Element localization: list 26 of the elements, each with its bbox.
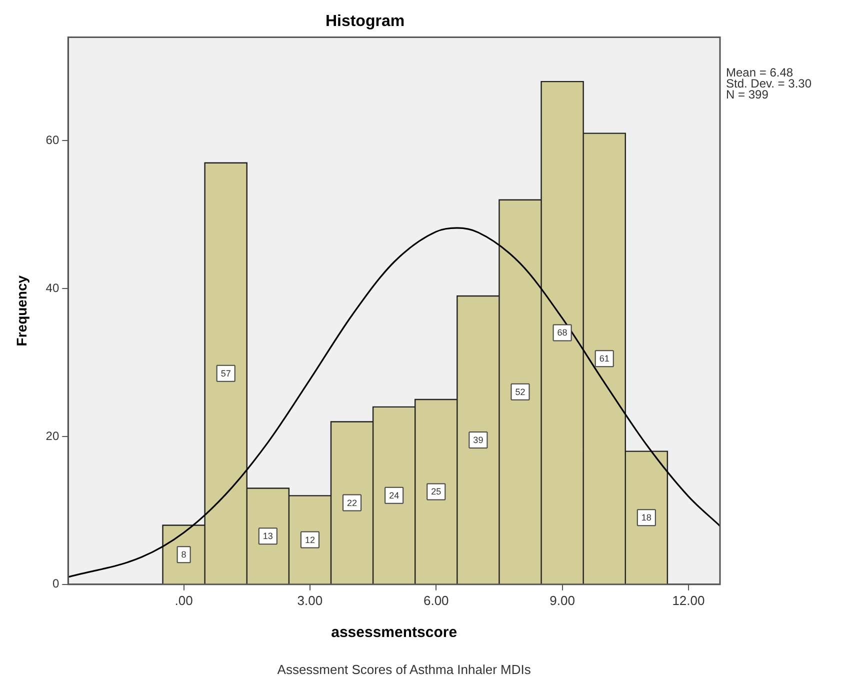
x-tick-label: 3.00 [297,592,323,608]
line-series [68,227,720,578]
data-label: 57 [220,368,231,378]
data-label: 25 [431,486,442,497]
data-label: 68 [557,328,568,338]
data-label: 24 [389,490,400,500]
data-label: 12 [304,534,315,545]
data-label: 8 [181,550,186,560]
data-label: 61 [599,354,610,364]
x-tick-label: 6.00 [423,592,449,608]
y-tick-label: 40 [46,280,60,295]
data-label: 18 [641,512,652,523]
x-tick-label: .00 [174,592,193,608]
x-tick-label: 12.00 [672,592,705,608]
data-label: 22 [347,498,358,508]
x-tick-label: 9.00 [550,592,575,608]
text: Assessment Scores of Asthma Inhaler MDIs [277,662,532,678]
chart-title: Histogram [325,13,405,30]
data-label: 39 [473,434,484,445]
data-label: 52 [515,386,526,397]
x-axis-title: assessmentscore [331,624,458,642]
y-axis-title: Frequency [13,275,30,346]
y-tick-label: 0 [52,576,60,591]
y-tick-label: 20 [46,428,60,443]
y-tick-label: 60 [46,133,60,148]
data-label: 13 [262,531,273,542]
